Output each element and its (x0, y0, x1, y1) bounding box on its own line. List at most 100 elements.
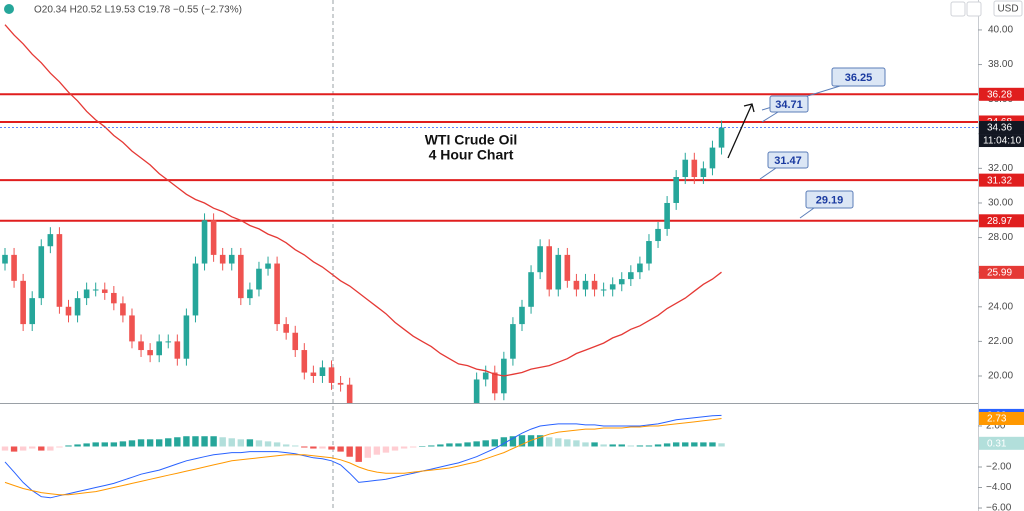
macd-histogram-bar (663, 443, 671, 447)
candle-body (537, 246, 543, 273)
macd-histogram-bar (709, 442, 716, 447)
macd-histogram-bar (355, 446, 362, 462)
candle-body (346, 384, 353, 403)
macd-histogram-bar (246, 439, 254, 447)
y-tick-label: 28.00 (988, 232, 1013, 243)
candle-body (29, 298, 36, 325)
candle-body (573, 280, 580, 290)
callout-label: 31.47 (774, 155, 802, 167)
macd-histogram-bar (682, 442, 689, 447)
y-tick-label: 24.00 (988, 301, 1013, 312)
macd-histogram-bar (464, 442, 471, 447)
macd-histogram-bar (672, 442, 680, 447)
candle-body (20, 280, 26, 325)
callout-label: 36.25 (845, 72, 873, 84)
macd-histogram-bar (391, 446, 399, 451)
currency-button[interactable] (993, 0, 1023, 17)
ma-tag (979, 265, 1024, 279)
scroll-up-button[interactable] (966, 1, 982, 17)
candle-body (129, 315, 135, 342)
macd-histogram-bar (636, 445, 644, 447)
candle-body (156, 341, 162, 356)
macd-histogram-bar (546, 437, 553, 447)
macd-histogram-bar (38, 446, 45, 451)
macd-pane (1, 414, 725, 499)
candle-body (228, 254, 235, 264)
ma-tag-label: 25.99 (987, 267, 1012, 278)
macd-histogram-bar (210, 436, 217, 447)
macd-histogram-bar (473, 441, 480, 447)
candle-body (165, 341, 172, 343)
callout-leader (799, 207, 815, 219)
level-tag (979, 87, 1024, 101)
macd-histogram-bar (310, 446, 317, 449)
macd-histogram-bar (691, 442, 698, 447)
candle-body (38, 246, 45, 299)
symbol-icon[interactable] (4, 4, 14, 14)
macd-histogram-bar (101, 442, 108, 447)
candle-body (319, 367, 326, 377)
macd-histogram-bar (446, 443, 453, 447)
macd-histogram-bar (428, 445, 435, 447)
candle-body (673, 177, 679, 203)
candle-body (65, 306, 72, 316)
price-pane (0, 24, 978, 403)
callout-box (831, 67, 886, 87)
candle-body (328, 367, 335, 383)
callout-box (805, 190, 854, 209)
macd-histogram-bar (455, 443, 462, 447)
signal-tag (979, 411, 1024, 425)
macd-y-tick-label: −4.00 (986, 482, 1012, 493)
chart-title: WTI Crude Oil (425, 132, 518, 148)
level-tag (979, 173, 1024, 187)
macd-histogram-bar (19, 446, 27, 451)
macd-histogram-bar (645, 445, 653, 447)
y-tick-label: 20.00 (988, 371, 1013, 382)
macd-histogram-bar (337, 446, 344, 452)
macd-histogram-bar (92, 442, 99, 447)
macd-histogram-bar (29, 446, 36, 449)
callout-box (767, 151, 809, 169)
macd-histogram-bar (83, 443, 90, 447)
macd-histogram-bar (128, 440, 136, 447)
candle-body (482, 372, 489, 380)
macd-histogram-bar (564, 439, 571, 447)
candle-body (655, 228, 661, 242)
candle-body (283, 324, 289, 333)
macd-histogram-bar (419, 446, 426, 447)
macd-histogram-bar (346, 446, 353, 457)
candle-body (83, 289, 90, 299)
scroll-down-button[interactable] (950, 1, 966, 17)
candle-body (56, 234, 63, 307)
candle-body (600, 289, 607, 291)
candle-body (591, 280, 598, 290)
candle-body (174, 341, 181, 359)
countdown-tag (979, 134, 1024, 148)
countdown: 11:04:10 (983, 136, 1022, 147)
macd-histogram-bar (165, 438, 172, 447)
candle-body (510, 324, 516, 359)
candle-body (700, 168, 707, 178)
level-tag-label: 28.97 (987, 216, 1012, 227)
macd-histogram-bar (573, 440, 580, 447)
last-price-tag-label: 34.36 (987, 123, 1012, 134)
candle-body (247, 289, 253, 299)
chart-subtitle: 4 Hour Chart (429, 147, 514, 163)
macd-histogram-bar (56, 446, 63, 448)
currency: USD (997, 4, 1018, 15)
last-price-tag (979, 121, 1024, 135)
macd-histogram-bar (500, 437, 508, 447)
macd-histogram-bar (373, 446, 381, 455)
macd-histogram-bar (591, 442, 598, 447)
candle-body (92, 289, 99, 291)
candle-body (111, 292, 117, 304)
macd-histogram-bar (65, 445, 72, 447)
candle-body (47, 234, 54, 247)
candle-body (564, 254, 571, 281)
callout-label: 29.19 (816, 194, 844, 206)
callout-label: 34.71 (775, 99, 803, 111)
candle-body (2, 254, 8, 264)
candle-body (265, 263, 271, 269)
macd-histogram-bar (555, 438, 562, 447)
macd-line (4, 414, 722, 499)
